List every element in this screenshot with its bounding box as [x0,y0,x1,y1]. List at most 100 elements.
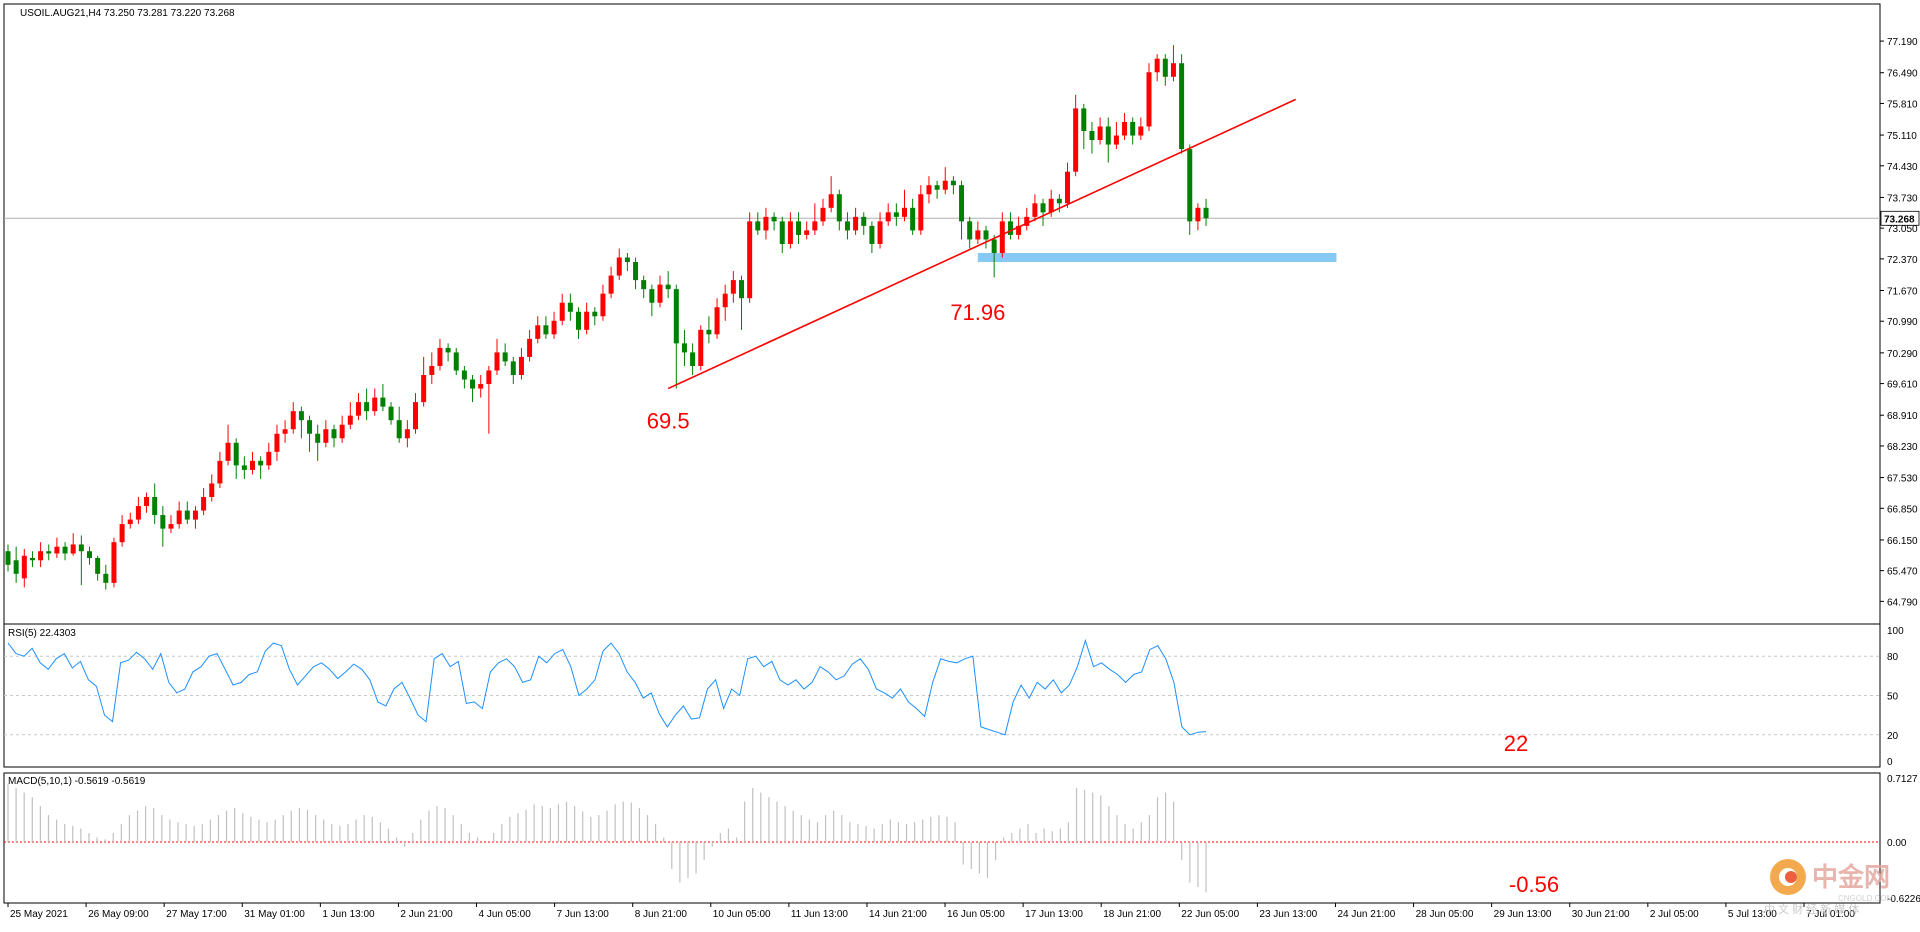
candle-body [877,221,883,244]
candle-body [771,216,777,222]
candle-body [665,284,671,290]
price-tick-label: 64.790 [1887,597,1918,608]
candle-body [1007,221,1013,235]
candle-body [135,506,141,520]
candle-body [315,433,321,443]
x-tick-label: 29 Jun 13:00 [1494,909,1552,920]
candle-body [510,361,516,375]
frame-layer [3,3,1881,904]
candle-body [543,325,549,335]
candle-body [836,194,842,222]
x-tick-label: 16 Jun 05:00 [947,909,1005,920]
candle-body [518,356,524,375]
candle-body [388,406,394,421]
price-tick-label: 73.730 [1887,193,1918,204]
current-price-label: 73.268 [1884,214,1915,225]
candle-body [78,544,84,552]
price-tick-label: 70.290 [1887,349,1918,360]
price-tick-label: 71.670 [1887,287,1918,298]
candle-body [787,221,793,244]
x-tick-label: 27 May 17:00 [166,909,227,920]
candle-body [1097,126,1103,141]
candle-body [869,225,875,244]
x-tick-label: 1 Jun 13:00 [322,909,375,920]
candle-body [657,284,663,303]
candle-body [698,329,704,366]
candle-body [38,551,44,561]
candle-body [828,194,834,208]
candle-body [437,347,443,366]
candle-body [812,221,818,231]
candle-body [192,510,198,520]
rsi-tick-label: 0 [1887,757,1893,768]
candle-body [241,465,247,470]
x-tick-label: 31 May 01:00 [244,909,305,920]
candle-body [298,411,304,421]
rsi-tick-label: 80 [1887,652,1899,663]
candle-body [910,207,916,231]
candle-body [21,555,27,579]
candle-body [470,379,476,389]
candle-body [673,289,679,344]
macd-panel-header: MACD(5,10,1) -0.5619 -0.5619 [8,776,146,787]
candle-body [1016,225,1022,235]
candle-body [551,320,557,335]
watermark-big: 中金网 [1812,862,1890,892]
trend-layer [667,98,1297,390]
candle-body [380,397,386,407]
candle-body [1146,72,1152,127]
candle-body [853,216,859,231]
candle-body [372,397,378,412]
annotation-71-96: 71.96 [950,300,1005,325]
candle-body [144,497,150,507]
candle-body [290,411,296,430]
x-tick-label: 7 Jul 01:00 [1806,909,1855,920]
candle-body [885,212,891,222]
candle-body [1138,126,1144,136]
candle-body [233,442,239,466]
candle-body [461,370,467,380]
candle-body [681,343,687,353]
candle-body [413,402,418,430]
candle-body [902,207,907,217]
candle-body [690,352,696,366]
candle-body [429,365,435,375]
price-tick-label: 66.150 [1887,536,1918,547]
price-tick-label: 65.470 [1887,567,1918,578]
candle-body [576,311,581,330]
candle-body [1024,216,1030,226]
candle-body [755,221,761,231]
candle-body [1130,121,1136,136]
candle-body [95,558,101,574]
candle-body [258,460,264,466]
candle-body [225,442,231,461]
candle-body [1195,207,1201,222]
x-tick-label: 17 Jun 13:00 [1025,909,1083,920]
macd-tick-label: 0.7127 [1887,774,1918,785]
price-tick-label: 67.530 [1887,474,1918,485]
candle-body [1203,207,1209,219]
candle-body [1048,198,1054,213]
macd-panel-frame [3,772,1881,904]
grid-layer [4,217,1880,843]
candle-body [779,221,785,244]
candle-body [624,257,630,263]
rsi-panel-header: RSI(5) 22.4303 [8,628,76,639]
candle-body [103,573,109,583]
x-tick-label: 22 Jun 05:00 [1181,909,1239,920]
candle-body [1089,131,1095,141]
rsi-layer [7,638,1207,736]
candle-body [445,347,451,353]
candle-body [486,370,492,385]
candle-body [184,510,190,520]
candle-body [730,280,736,294]
candle-body [649,289,655,303]
candle-body [453,352,459,371]
candle-body [323,429,329,443]
candle-body [559,302,565,321]
candle-body [1065,171,1070,204]
candle-body [364,402,370,412]
macd-tick-label: 0.00 [1887,838,1907,849]
candle-body [176,510,182,525]
